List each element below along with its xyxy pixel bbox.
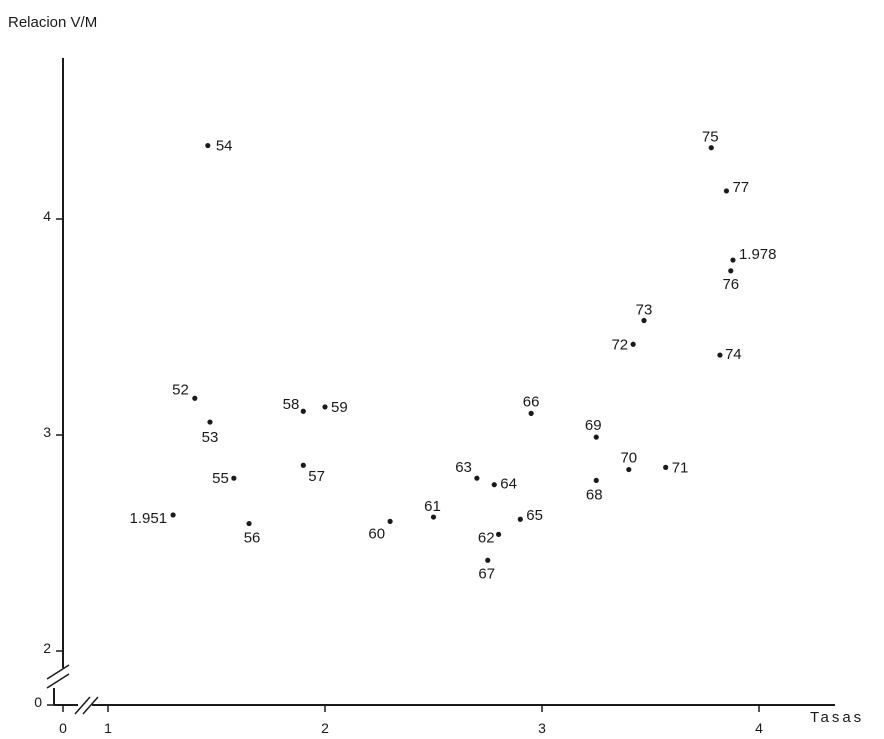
point-label: 1.978 xyxy=(739,246,777,263)
point-label: 55 xyxy=(212,470,229,487)
data-point xyxy=(496,531,502,537)
data-point xyxy=(593,434,599,440)
point-label: 57 xyxy=(308,468,325,485)
data-point xyxy=(528,410,534,416)
point-label: 56 xyxy=(244,530,261,547)
y-ticks: 0 2 3 4 xyxy=(34,208,63,710)
point-label: 75 xyxy=(702,129,719,146)
point-label: 53 xyxy=(202,429,219,446)
point-label: 60 xyxy=(368,525,385,542)
point-label: 52 xyxy=(172,381,189,398)
data-point xyxy=(192,395,198,401)
data-point xyxy=(300,462,306,468)
data-point xyxy=(630,341,636,347)
data-point xyxy=(485,557,491,563)
y-tick-label: 3 xyxy=(43,424,51,440)
x-ticks: 0 1 2 3 4 xyxy=(59,705,763,736)
data-point xyxy=(300,408,306,414)
x-axis-break-mark xyxy=(74,696,91,715)
point-label: 71 xyxy=(672,459,689,476)
data-point xyxy=(246,520,252,527)
point-label: 58 xyxy=(283,396,300,413)
point-label: 54 xyxy=(216,138,233,155)
data-point xyxy=(322,404,328,410)
data-point xyxy=(641,317,647,324)
data-point xyxy=(474,475,480,481)
data-point xyxy=(593,477,599,483)
data-point xyxy=(730,257,736,263)
data-point xyxy=(170,512,176,518)
x-tick-label: 4 xyxy=(755,720,763,736)
data-point xyxy=(517,516,523,522)
point-label: 61 xyxy=(424,498,441,515)
point-label: 70 xyxy=(620,450,637,467)
point-label: 73 xyxy=(636,302,653,319)
point-label: 76 xyxy=(722,276,739,293)
point-label: 68 xyxy=(586,486,603,503)
y-axis-title: Relacion V/M xyxy=(8,14,97,31)
data-point xyxy=(491,482,497,488)
data-point xyxy=(231,475,237,481)
point-label: 64 xyxy=(500,476,517,493)
point-label: 74 xyxy=(725,346,742,363)
data-point xyxy=(723,188,730,194)
y-axis-break-mark xyxy=(46,673,70,689)
data-point xyxy=(207,419,213,425)
data-point xyxy=(717,352,723,358)
data-point xyxy=(663,464,669,470)
y-tick-label: 2 xyxy=(43,640,51,656)
x-tick-label: 2 xyxy=(321,720,329,736)
x-axis-break-mark xyxy=(82,696,99,715)
data-point xyxy=(430,514,437,520)
x-axis-title: Tasas xyxy=(810,709,864,726)
data-point xyxy=(205,142,211,149)
y-tick-label: 0 xyxy=(34,694,42,710)
point-label: 72 xyxy=(611,336,628,353)
data-point xyxy=(626,466,632,473)
point-label: 59 xyxy=(331,399,348,416)
x-tick-label: 3 xyxy=(538,720,546,736)
data-point xyxy=(708,145,714,151)
point-label: 69 xyxy=(585,417,602,434)
point-label: 63 xyxy=(455,459,472,476)
point-label: 66 xyxy=(523,393,540,410)
x-tick-label: 1 xyxy=(104,720,112,736)
y-axis-break-mark xyxy=(46,664,70,680)
data-point xyxy=(387,518,393,525)
point-label: 65 xyxy=(526,507,543,524)
axes xyxy=(46,58,835,715)
point-label: 67 xyxy=(478,565,495,582)
point-label: 1.951 xyxy=(130,510,168,527)
x-tick-label: 0 xyxy=(59,720,67,736)
point-label: 62 xyxy=(478,529,495,546)
data-point xyxy=(728,268,734,274)
data-points: 1.951 52 53 54 55 56 57 58 59 60 61 62 63 64 65 66 67 68 6… xyxy=(130,129,777,583)
y-tick-label: 4 xyxy=(43,208,51,224)
point-label: 77 xyxy=(732,179,749,196)
